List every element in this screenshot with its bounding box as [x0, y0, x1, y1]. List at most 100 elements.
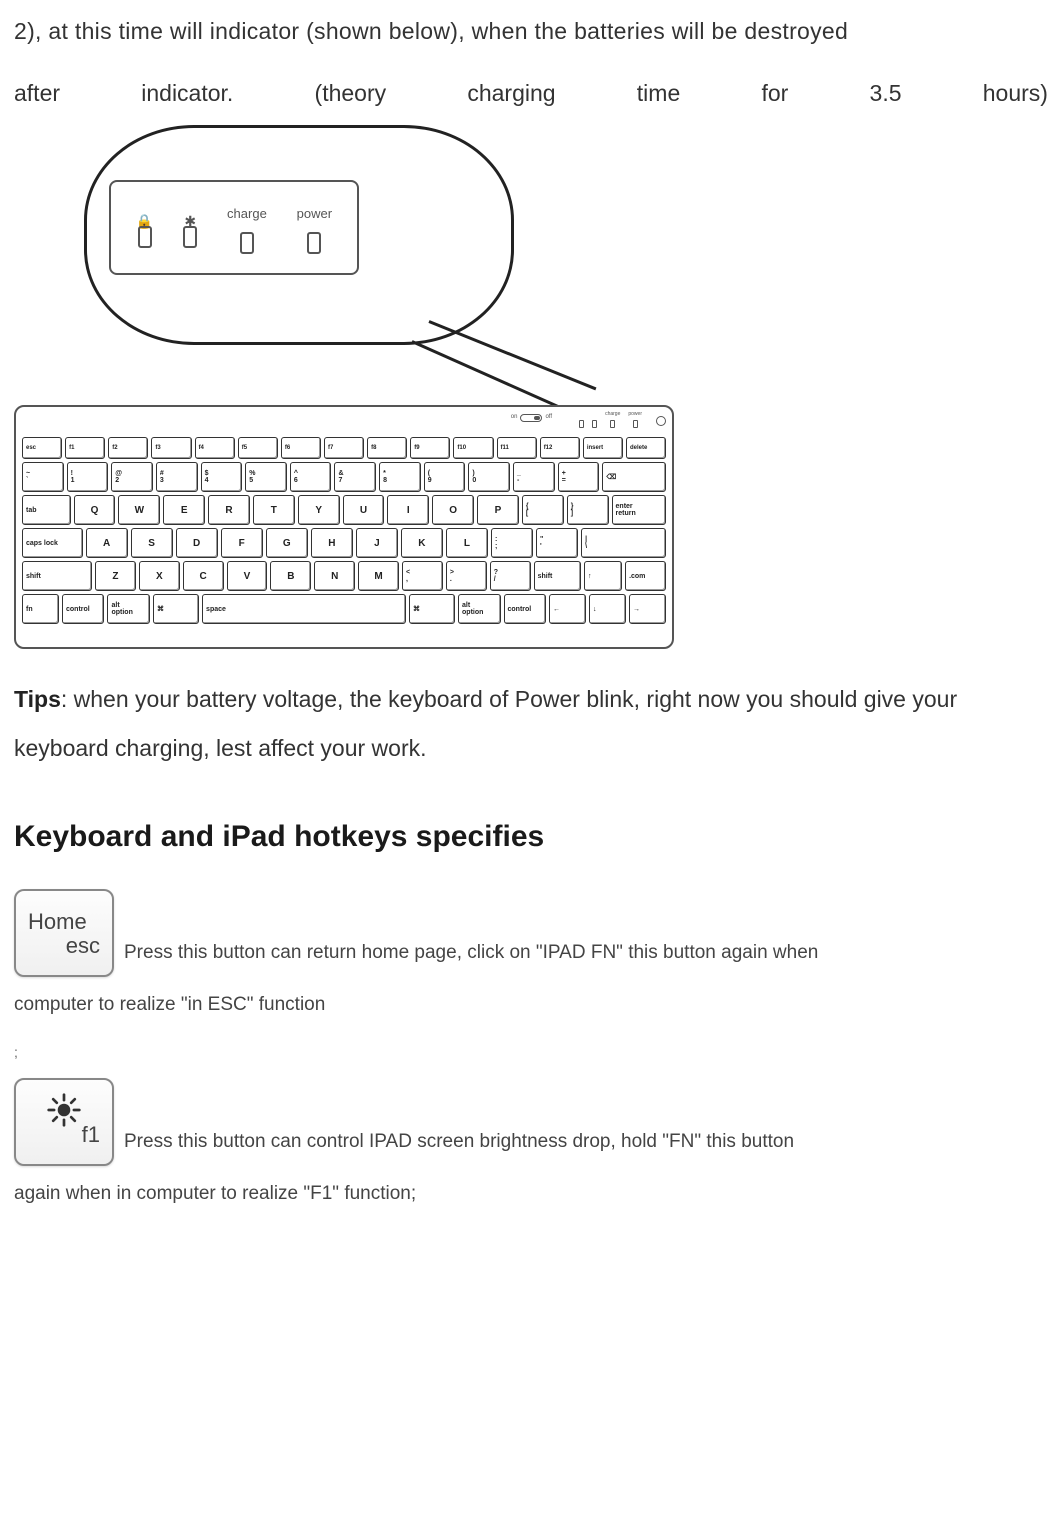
- off-label: off: [545, 412, 552, 423]
- tips-paragraph: Tips: when your battery voltage, the key…: [14, 675, 1048, 772]
- kb-key: < ,: [402, 561, 443, 591]
- led-caps-icon: 🔒: [136, 208, 153, 248]
- kb-key: F: [221, 528, 263, 558]
- kb-key: @ 2: [111, 462, 153, 492]
- kb-key: f5: [238, 437, 278, 459]
- keyboard-topbar: on off charge power: [16, 407, 672, 435]
- kb-key: V: [227, 561, 268, 591]
- kb-key: ~ `: [22, 462, 64, 492]
- kb-key: delete: [626, 437, 666, 459]
- kb-key: control: [62, 594, 104, 624]
- kb-led: [592, 420, 597, 428]
- kb-key: enter return: [612, 495, 666, 525]
- kb-key: O: [432, 495, 474, 525]
- brightness-icon: [46, 1092, 82, 1139]
- tips-label: Tips: [14, 686, 61, 712]
- kb-key: J: [356, 528, 398, 558]
- intro-word: hours): [983, 72, 1048, 116]
- kb-key: L: [446, 528, 488, 558]
- intro-word: charging: [467, 72, 555, 116]
- intro-word: for: [761, 72, 788, 116]
- intro-word: indicator.: [141, 72, 233, 116]
- kb-key: f3: [151, 437, 191, 459]
- kb-key: + =: [558, 462, 600, 492]
- kb-key: tab: [22, 495, 71, 525]
- key-home-esc: Home esc: [14, 889, 114, 977]
- kb-key: f10: [453, 437, 493, 459]
- kb-key: M: [358, 561, 399, 591]
- intro-word: time: [637, 72, 680, 116]
- kb-key: alt option: [107, 594, 149, 624]
- kb-row-5: fncontrolalt option⌘space⌘alt optioncont…: [22, 594, 666, 624]
- kb-row-fn: escf1f2f3f4f5f6f7f8f9f10f11f12insertdele…: [22, 437, 666, 459]
- kb-key: ! 1: [67, 462, 109, 492]
- kb-key: f1: [65, 437, 105, 459]
- kb-key: ( 9: [424, 462, 466, 492]
- intro-word: after: [14, 72, 60, 116]
- section-heading: Keyboard and iPad hotkeys specifies: [14, 808, 1048, 865]
- hotkey-description: Press this button can control IPAD scree…: [124, 1126, 794, 1166]
- kb-key: A: [86, 528, 128, 558]
- callout-tail-line: [428, 320, 596, 390]
- charge-port-icon: [656, 416, 666, 426]
- kb-key: " ': [536, 528, 578, 558]
- kb-key: W: [118, 495, 160, 525]
- kb-key: insert: [583, 437, 623, 459]
- kb-key: # 3: [156, 462, 198, 492]
- kb-key: f12: [540, 437, 580, 459]
- intro-word: (theory: [315, 72, 387, 116]
- kb-key: f11: [497, 437, 537, 459]
- kb-key: E: [163, 495, 205, 525]
- intro-line-1: 2), at this time will indicator (shown b…: [14, 10, 1048, 54]
- kb-key: C: [183, 561, 224, 591]
- hotkey-brightness-f1: f1 Press this button can control IPAD sc…: [14, 1078, 1048, 1210]
- kb-led: charge: [605, 410, 620, 428]
- intro-word: 3.5: [870, 72, 902, 116]
- kb-key: P: [477, 495, 519, 525]
- kb-key: D: [176, 528, 218, 558]
- intro-line-2: after indicator. (theory charging time f…: [14, 72, 1048, 116]
- led-shape: [307, 232, 321, 254]
- kb-key: f2: [108, 437, 148, 459]
- led-shape: [183, 226, 197, 248]
- kb-key: ? /: [490, 561, 531, 591]
- hotkey-home-esc: Home esc Press this button can return ho…: [14, 889, 1048, 1021]
- kb-key: & 7: [334, 462, 376, 492]
- power-switch: on off: [511, 412, 552, 423]
- on-label: on: [511, 412, 518, 423]
- key-bot-label: f1: [82, 1114, 100, 1156]
- kb-key: : ;: [491, 528, 533, 558]
- kb-key: shift: [22, 561, 92, 591]
- kb-key: N: [314, 561, 355, 591]
- kb-key: * 8: [379, 462, 421, 492]
- kb-key: esc: [22, 437, 62, 459]
- kb-key: f4: [195, 437, 235, 459]
- kb-key: G: [266, 528, 308, 558]
- led-charge: charge: [227, 202, 267, 254]
- kb-key: control: [504, 594, 546, 624]
- tips-text: : when your battery voltage, the keyboar…: [14, 686, 957, 760]
- kb-key: I: [387, 495, 429, 525]
- kb-led: [579, 420, 584, 428]
- hotkey-description: Press this button can return home page, …: [124, 937, 818, 977]
- kb-key: ↑: [584, 561, 622, 591]
- kb-key: Q: [74, 495, 116, 525]
- kb-key: space: [202, 594, 406, 624]
- keyboard-leds: charge power: [579, 410, 642, 428]
- keyboard-illustration: on off charge power escf1f2f3f4f5f6f7f8f…: [14, 405, 674, 649]
- kb-key: { [: [522, 495, 564, 525]
- kb-key: > .: [446, 561, 487, 591]
- kb-key: →: [629, 594, 666, 624]
- kb-key: ⌘: [153, 594, 199, 624]
- kb-key: X: [139, 561, 180, 591]
- bluetooth-icon: ✱: [184, 208, 196, 224]
- kb-led: power: [628, 410, 642, 428]
- keyboard-keys: escf1f2f3f4f5f6f7f8f9f10f11f12insertdele…: [16, 435, 672, 633]
- kb-key: | \: [581, 528, 666, 558]
- key-brightness-f1: f1: [14, 1078, 114, 1166]
- kb-key: ) 0: [468, 462, 510, 492]
- kb-key: _ -: [513, 462, 555, 492]
- kb-key: .com: [625, 561, 666, 591]
- kb-key: Z: [95, 561, 136, 591]
- led-shape: [240, 232, 254, 254]
